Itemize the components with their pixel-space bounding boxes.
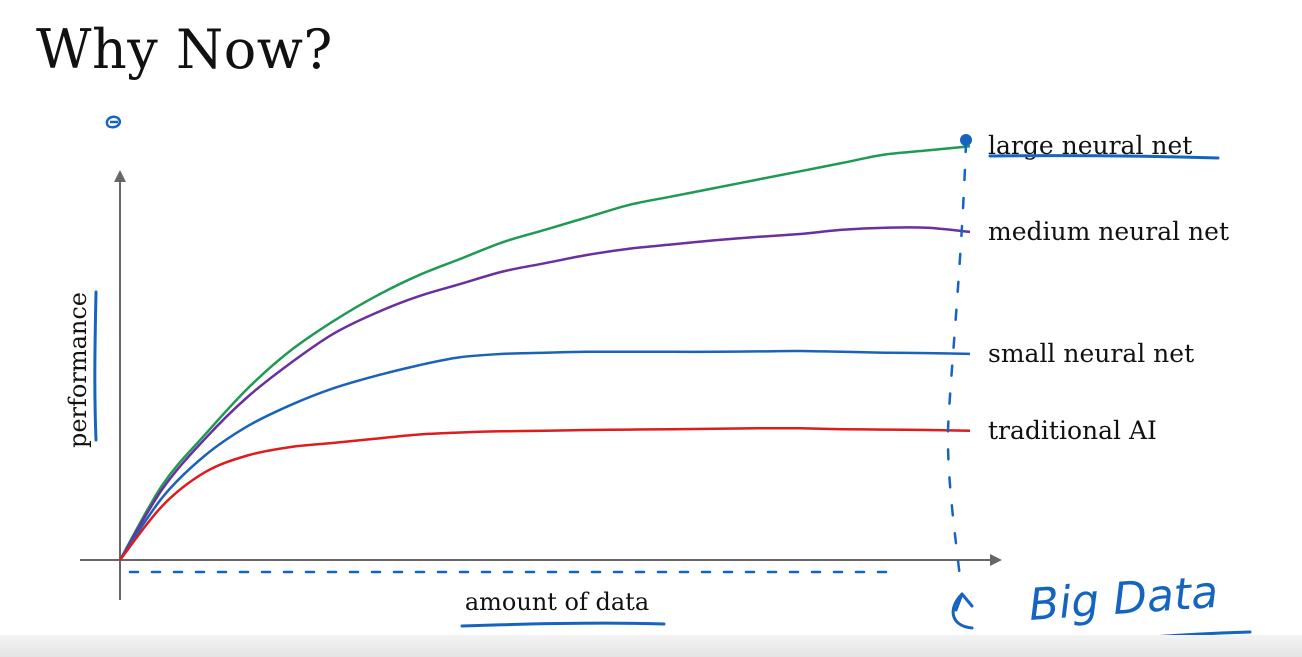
series-line-large-neural-net — [118, 144, 971, 561]
big-data-annotation: Big Data — [1027, 567, 1219, 631]
series-line-small-neural-net — [118, 349, 971, 561]
x-axis-label: amount of data — [465, 588, 649, 616]
y-axis-label: performance — [64, 292, 92, 448]
legend-label-small-neural-net: small neural net — [988, 339, 1194, 368]
large-label-underline — [988, 154, 1220, 160]
x-label-underline — [460, 621, 666, 628]
big-data-dashed-line — [946, 140, 968, 580]
series-layer — [118, 144, 971, 561]
legend-label-medium-neural-net: medium neural net — [988, 217, 1229, 246]
end-point-marker — [960, 134, 972, 146]
legend-label-traditional-ai: traditional AI — [988, 416, 1157, 445]
slide-title: Why Now? — [36, 18, 333, 81]
series-line-medium-neural-net — [118, 226, 971, 561]
video-bottom-strip — [0, 635, 1302, 657]
series-line-traditional-ai — [119, 427, 971, 561]
big-data-arrow — [951, 592, 974, 630]
corner-scribble — [105, 115, 122, 129]
y-label-underline — [93, 290, 98, 442]
